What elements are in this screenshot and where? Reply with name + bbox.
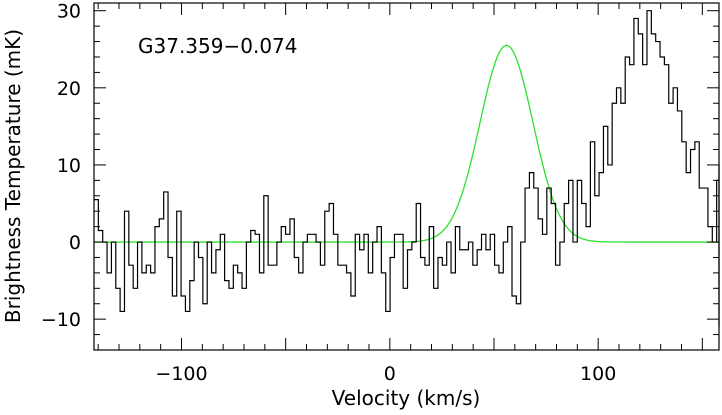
y-tick-label: 0: [69, 232, 81, 254]
spectrum-step-line: [94, 10, 720, 327]
source-annotation: G37.359−0.074: [138, 34, 298, 58]
y-tick-label: 10: [57, 155, 81, 177]
x-axis-label: Velocity (km/s): [332, 386, 481, 410]
y-tick-label: 30: [57, 1, 81, 23]
plot-frame: [93, 2, 720, 351]
y-tick-label: −10: [41, 309, 81, 331]
x-tick-label: −100: [155, 363, 207, 385]
spectrum-step-layer: [94, 10, 720, 327]
x-tick-label: 100: [580, 363, 616, 385]
y-tick-label: 20: [57, 78, 81, 100]
y-axis-label: Brightness Temperature (mK): [1, 29, 25, 323]
x-tick-label: 0: [384, 363, 396, 385]
